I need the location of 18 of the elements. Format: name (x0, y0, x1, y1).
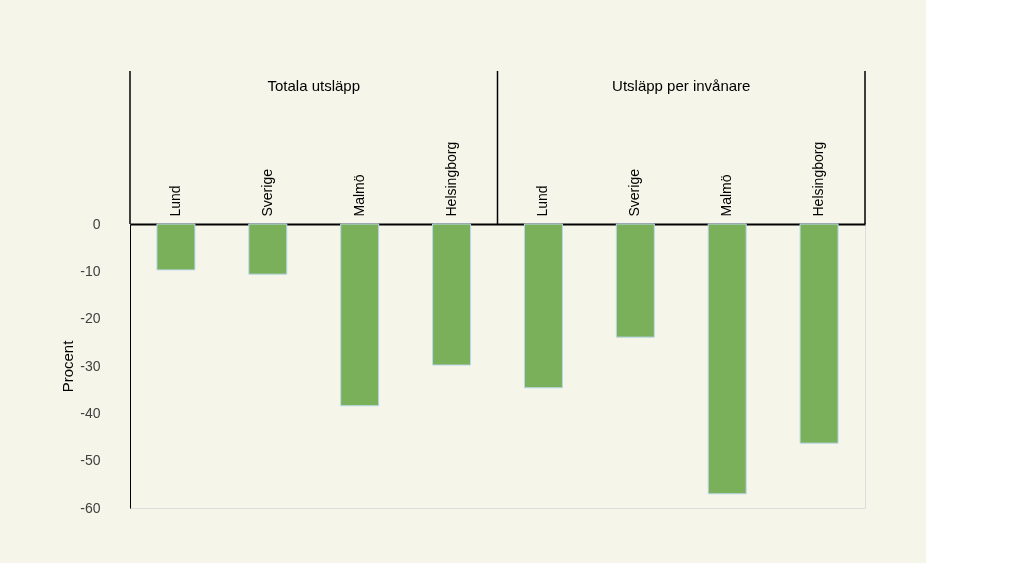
y-tick-label: 0 (92, 215, 101, 232)
y-tick-label: -30 (80, 357, 101, 374)
x-tick-label: Malmö (350, 174, 367, 217)
y-axis-title: Procent (59, 339, 77, 393)
y-tick-label: -10 (80, 262, 101, 279)
x-tick-label: Lund (534, 185, 551, 217)
text: Utsläpp per invånare (612, 77, 751, 94)
x-tick-label: Sverige (258, 168, 275, 217)
y-tick-label: -60 (80, 499, 101, 516)
x-tick-label: Malmö (718, 174, 735, 217)
y-tick-label: -20 (80, 310, 101, 327)
y-tick-label: -50 (80, 452, 101, 469)
x-tick-label: Lund (166, 185, 183, 217)
x-tick-label: Sverige (626, 168, 643, 217)
text: Totala utsläpp (267, 77, 361, 94)
y-tick-label: -40 (80, 404, 101, 421)
x-tick-label: Helsingborg (442, 141, 459, 217)
x-tick-label: Helsingborg (810, 141, 827, 217)
